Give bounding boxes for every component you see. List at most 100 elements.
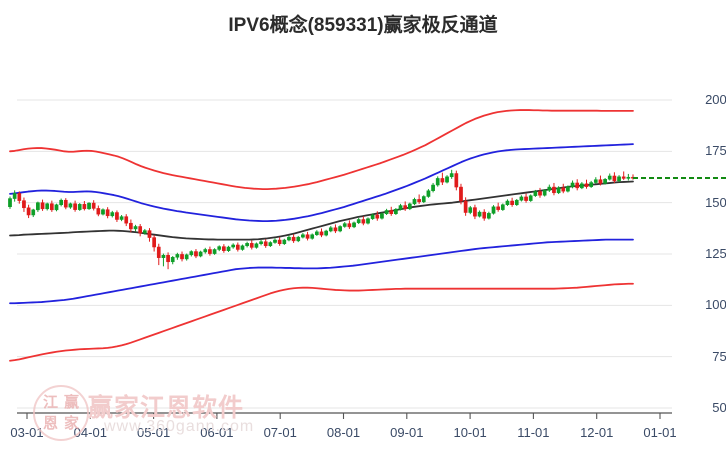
seal-char: 赢 (63, 394, 79, 411)
candle-body (403, 205, 408, 210)
candle-body (184, 254, 189, 260)
candle-body (45, 203, 50, 210)
candle-body (152, 237, 156, 248)
candle-body (617, 176, 621, 182)
candle-body (454, 173, 459, 188)
candle-body (315, 231, 319, 235)
candle-body (524, 196, 528, 201)
candle-body (156, 246, 161, 258)
seal-char: 恩 (42, 415, 58, 432)
candle-body (324, 230, 328, 236)
candle-body (26, 207, 31, 216)
candle-body (249, 243, 254, 248)
candle-body (417, 199, 421, 203)
x-axis-tick-label: 09-01 (390, 425, 424, 440)
candle-body (96, 208, 101, 215)
y-axis-tick-label: 1250 (705, 246, 726, 261)
candle-body (305, 234, 310, 239)
candle-body (87, 202, 91, 210)
y-axis-tick-label: 750 (712, 348, 726, 364)
candle-body (73, 203, 77, 210)
y-axis-tick-label: 1000 (705, 297, 726, 313)
candle-body (491, 206, 496, 214)
candle-body (589, 182, 594, 187)
x-axis-tick-label: 06-01 (200, 425, 234, 440)
candle-body (115, 212, 119, 220)
candle-body (473, 207, 477, 217)
candle-body (333, 227, 338, 232)
x-axis-tick-label: 08-01 (326, 425, 361, 440)
band-line (9, 282, 634, 362)
candle-body (338, 226, 342, 232)
candle-body (161, 254, 166, 258)
candle-body (231, 244, 236, 248)
candle-body (459, 186, 463, 202)
candle-body (603, 179, 607, 184)
candle-body (259, 241, 263, 244)
candle-body (133, 226, 138, 230)
candle-body (194, 251, 198, 257)
x-axis-tick-label: 01-01 (643, 425, 677, 440)
candle-body (626, 176, 631, 179)
candle-body (496, 206, 501, 210)
candle-body (296, 236, 301, 242)
candle-body (361, 219, 366, 224)
candle-body (510, 200, 514, 205)
candle-body (328, 227, 333, 232)
candle-body (287, 236, 291, 241)
candle-body (440, 178, 445, 183)
candle-body (477, 211, 482, 217)
candle-body (426, 190, 431, 197)
candle-body (291, 236, 296, 242)
band-line (9, 238, 634, 305)
seal-char: 江 (42, 394, 58, 411)
candle-body (17, 193, 22, 201)
candle-body (282, 239, 287, 244)
candle-body (91, 202, 96, 209)
candle-body (301, 234, 305, 238)
candle-body (584, 183, 589, 187)
candle-body (482, 211, 487, 219)
candle-body (68, 203, 73, 208)
gridlines (17, 99, 672, 409)
channel-band-lines (9, 109, 634, 362)
candle-body (598, 179, 603, 184)
candle-body (514, 199, 519, 205)
candle-body (245, 243, 249, 247)
candle-body (533, 191, 538, 196)
candle-body (538, 191, 542, 196)
candle-body (124, 216, 129, 224)
x-axis-tick-label: 03-01 (10, 425, 44, 440)
y-axis-tick-label: 500 (712, 400, 726, 415)
candle-body (552, 186, 556, 194)
candle-body (119, 216, 124, 220)
candle-body (226, 246, 231, 251)
seal-char: 家 (63, 415, 79, 432)
candle-body (105, 209, 110, 217)
candle-body (412, 199, 417, 205)
candle-body (180, 254, 184, 260)
candle-body (54, 204, 59, 211)
candle-body (212, 249, 217, 254)
candle-body (449, 173, 454, 178)
candle-body (561, 187, 566, 192)
candle-body (505, 200, 510, 205)
candle-body (12, 193, 17, 199)
candle-body (398, 205, 403, 210)
candle-body (593, 179, 598, 183)
candle-body (77, 204, 82, 210)
candle-body (31, 209, 36, 216)
candle-body (519, 196, 524, 201)
candlestick-series (8, 169, 635, 270)
candle-body (142, 230, 147, 234)
candle-body (566, 186, 570, 192)
candle-body (40, 202, 45, 210)
candle-body (556, 187, 561, 194)
candle-body (263, 241, 268, 247)
axis-lines (17, 412, 672, 419)
candle-body (277, 239, 282, 244)
candle-body (370, 214, 375, 219)
candle-body (500, 204, 505, 210)
